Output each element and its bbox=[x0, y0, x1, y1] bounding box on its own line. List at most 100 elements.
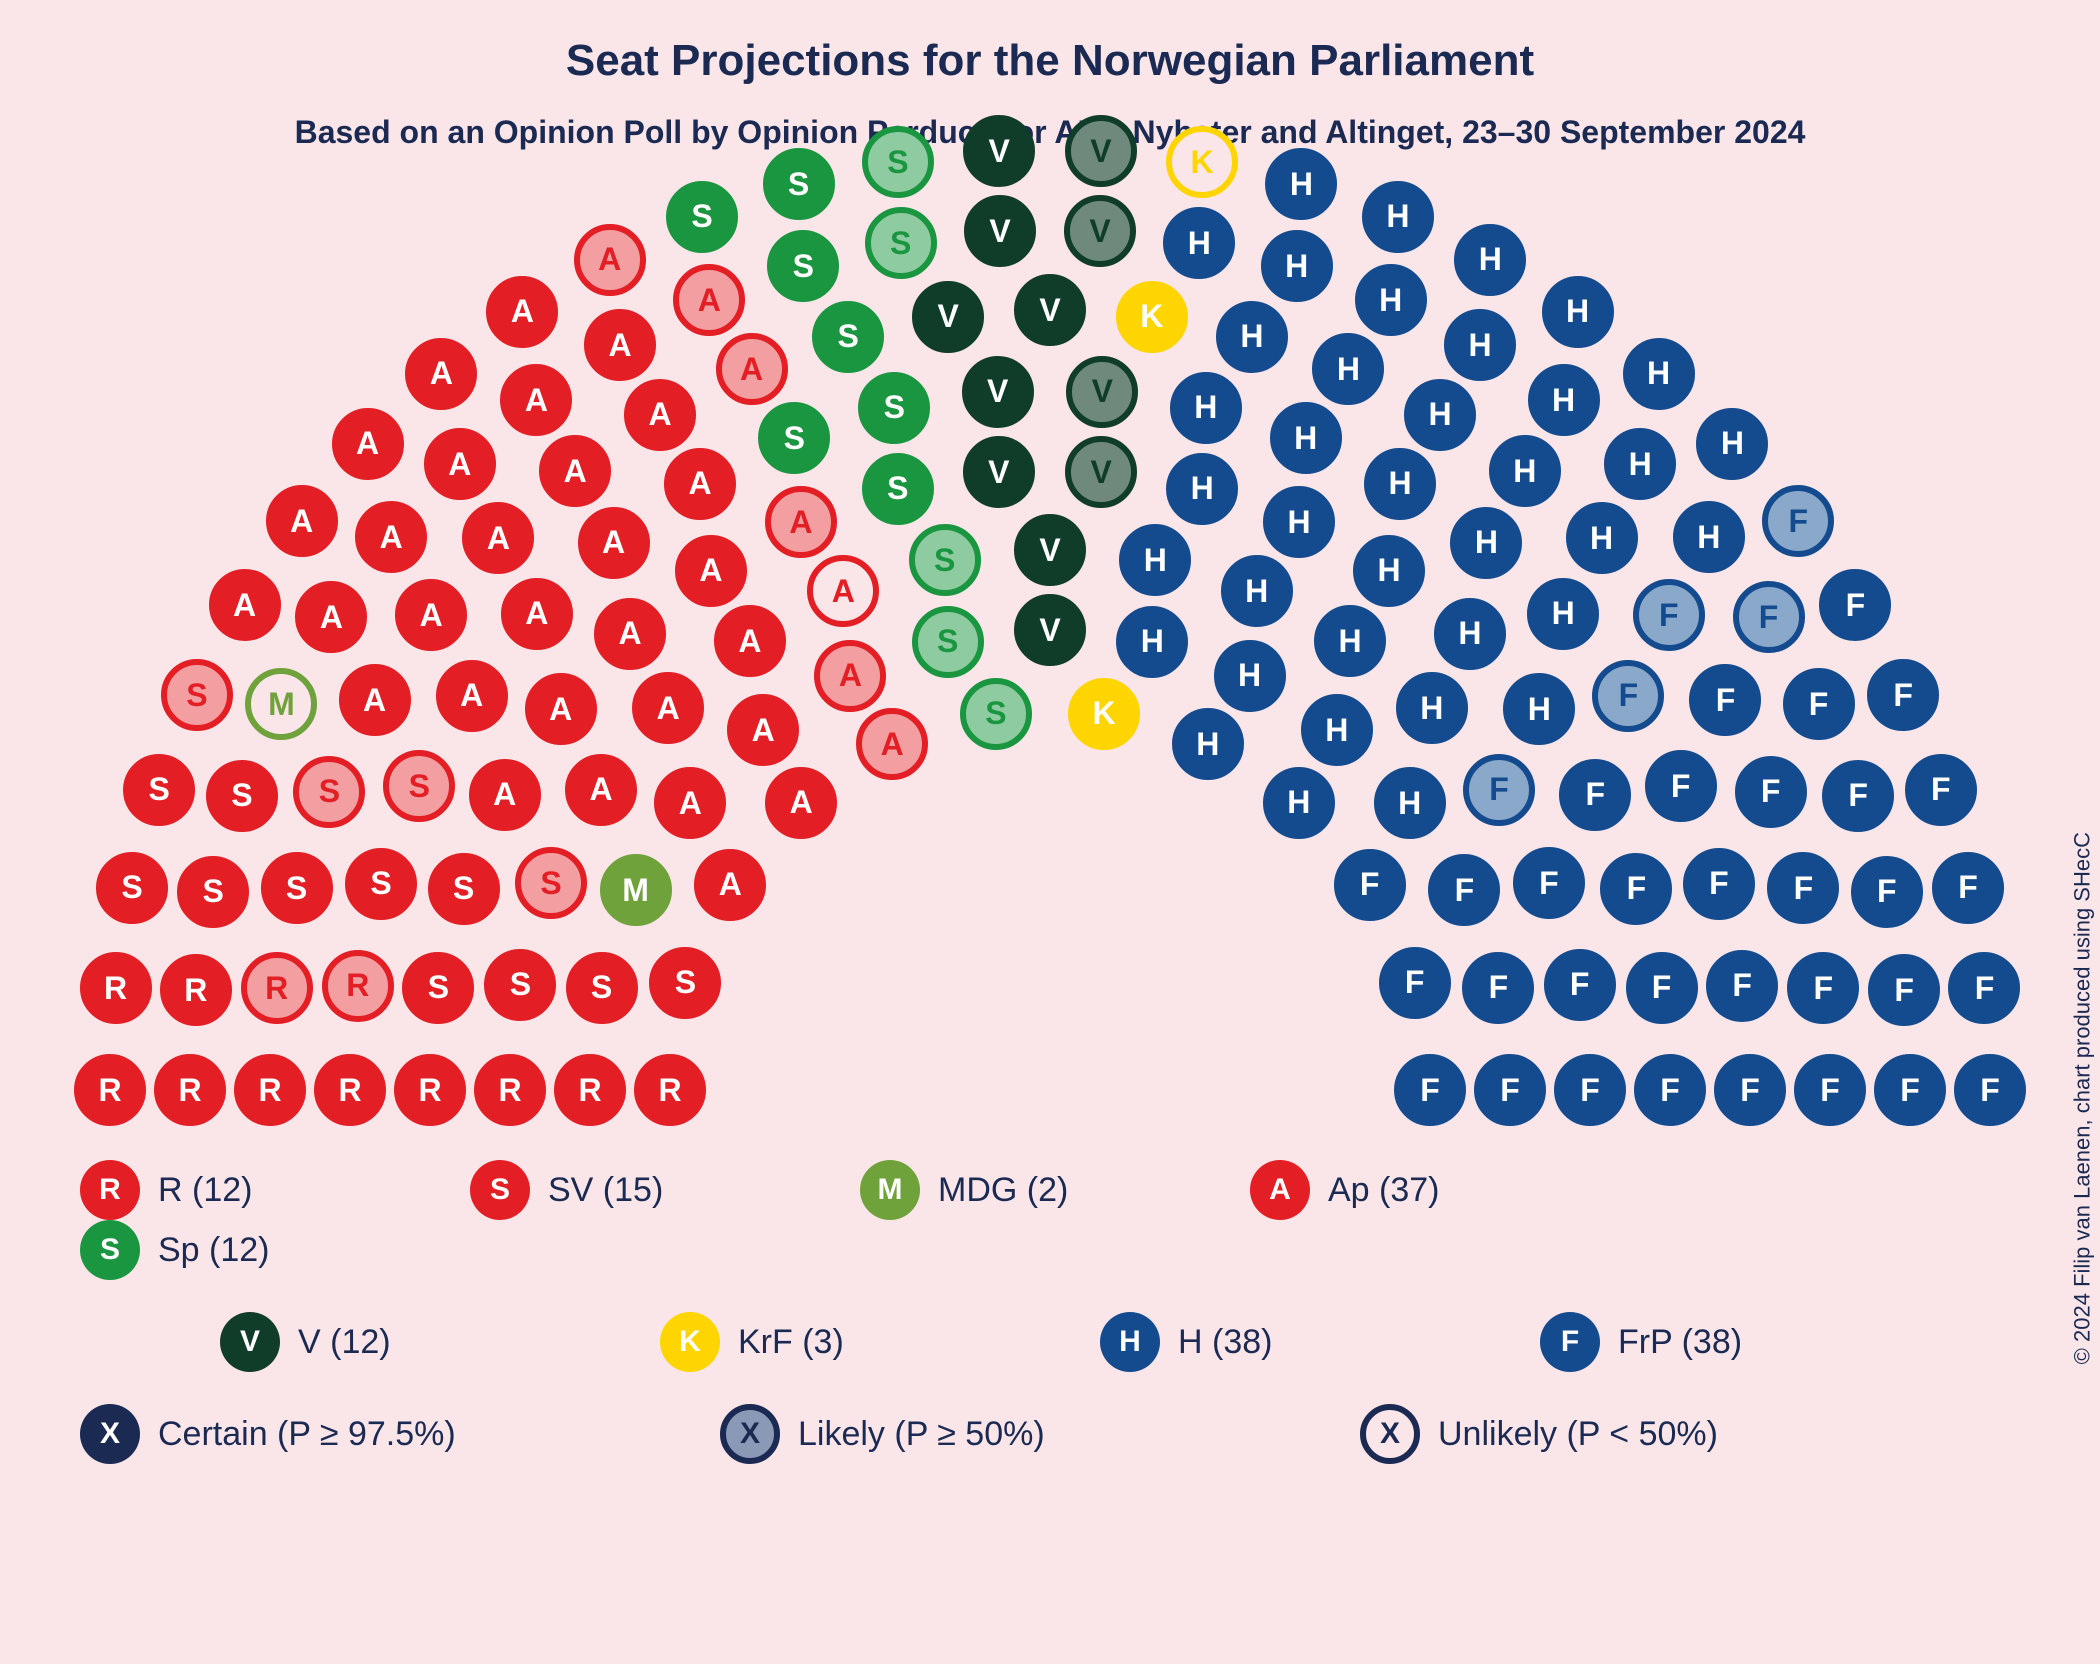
seat: F bbox=[1334, 849, 1406, 921]
seat: A bbox=[405, 338, 477, 410]
seat: F bbox=[1626, 952, 1698, 1024]
seat: A bbox=[664, 448, 736, 520]
legend-dot-icon: F bbox=[1540, 1312, 1600, 1372]
seat: V bbox=[963, 115, 1035, 187]
seat: H bbox=[1434, 598, 1506, 670]
seat: S bbox=[960, 678, 1032, 750]
seat: A bbox=[501, 578, 573, 650]
seat: F bbox=[1554, 1054, 1626, 1126]
seat: V bbox=[962, 356, 1034, 428]
seat: V bbox=[1014, 514, 1086, 586]
seat: K bbox=[1116, 281, 1188, 353]
legend-label: KrF (3) bbox=[738, 1323, 844, 1362]
seat: A bbox=[694, 849, 766, 921]
seat: F bbox=[1905, 754, 1977, 826]
legend-label: H (38) bbox=[1178, 1323, 1272, 1362]
seat: S bbox=[649, 947, 721, 1019]
seat: F bbox=[1794, 1054, 1866, 1126]
copyright-text: © 2024 Filip van Laenen, chart produced … bbox=[2069, 832, 2095, 1364]
seat: H bbox=[1454, 224, 1526, 296]
seat: A bbox=[266, 485, 338, 557]
seat: S bbox=[484, 949, 556, 1021]
seat: V bbox=[1066, 356, 1138, 428]
seat: F bbox=[1767, 852, 1839, 924]
seat: S bbox=[161, 659, 233, 731]
seat: F bbox=[1819, 569, 1891, 641]
seat: A bbox=[807, 555, 879, 627]
seat: S bbox=[123, 754, 195, 826]
seat: V bbox=[1014, 594, 1086, 666]
seat: S bbox=[177, 856, 249, 928]
chart-title: Seat Projections for the Norwegian Parli… bbox=[0, 0, 2100, 86]
legend: RR (12)SSV (15)MMDG (2)AAp (37)SSp (12) … bbox=[80, 1160, 2020, 1496]
seat: H bbox=[1696, 408, 1768, 480]
seat: A bbox=[714, 605, 786, 677]
legend-party-MDG: MMDG (2) bbox=[860, 1160, 1230, 1220]
seat: A bbox=[339, 664, 411, 736]
seat: S bbox=[428, 853, 500, 925]
seat: F bbox=[1714, 1054, 1786, 1126]
seat: H bbox=[1404, 379, 1476, 451]
seat: V bbox=[964, 195, 1036, 267]
seat: A bbox=[424, 428, 496, 500]
seat: F bbox=[1645, 750, 1717, 822]
seat: F bbox=[1735, 756, 1807, 828]
seat: A bbox=[594, 598, 666, 670]
seat: A bbox=[565, 754, 637, 826]
seat: H bbox=[1263, 767, 1335, 839]
seat: F bbox=[1379, 947, 1451, 1019]
seat: S bbox=[758, 402, 830, 474]
seat: H bbox=[1362, 181, 1434, 253]
seat: H bbox=[1261, 230, 1333, 302]
seat: V bbox=[912, 281, 984, 353]
seat: A bbox=[673, 264, 745, 336]
seat: S bbox=[345, 848, 417, 920]
seat: K bbox=[1068, 678, 1140, 750]
seat: V bbox=[963, 436, 1035, 508]
seat: H bbox=[1214, 640, 1286, 712]
seat: F bbox=[1787, 952, 1859, 1024]
seat: R bbox=[394, 1054, 466, 1126]
legend-party-Ap: AAp (37) bbox=[1250, 1160, 1620, 1220]
legend-label: SV (15) bbox=[548, 1171, 663, 1210]
seat: S bbox=[666, 181, 738, 253]
seat: S bbox=[515, 847, 587, 919]
seat: F bbox=[1600, 853, 1672, 925]
seat: A bbox=[209, 569, 281, 641]
seat: A bbox=[765, 486, 837, 558]
seat: A bbox=[584, 309, 656, 381]
seat: A bbox=[525, 673, 597, 745]
legend-certainty-unlikely: XUnlikely (P < 50%) bbox=[1360, 1404, 1980, 1464]
seat: F bbox=[1932, 852, 2004, 924]
legend-dot-icon: V bbox=[220, 1312, 280, 1372]
seat: F bbox=[1683, 848, 1755, 920]
seat: A bbox=[727, 694, 799, 766]
seat: S bbox=[402, 952, 474, 1024]
seat: F bbox=[1463, 754, 1535, 826]
seat: S bbox=[862, 126, 934, 198]
legend-party-FrP: FFrP (38) bbox=[1540, 1312, 1960, 1372]
seat: F bbox=[1592, 660, 1664, 732]
seat: R bbox=[80, 952, 152, 1024]
seat: A bbox=[578, 507, 650, 579]
seat: F bbox=[1867, 659, 1939, 731]
seat: S bbox=[261, 852, 333, 924]
seat: H bbox=[1216, 301, 1288, 373]
seat: A bbox=[856, 708, 928, 780]
seat: H bbox=[1355, 264, 1427, 336]
seat: V bbox=[1014, 274, 1086, 346]
legend-dot-icon: M bbox=[860, 1160, 920, 1220]
seat: F bbox=[1689, 664, 1761, 736]
seat: H bbox=[1542, 276, 1614, 348]
legend-label: Sp (12) bbox=[158, 1231, 270, 1270]
seat: A bbox=[814, 640, 886, 712]
seat: F bbox=[1954, 1054, 2026, 1126]
seat: F bbox=[1634, 1054, 1706, 1126]
seat: K bbox=[1166, 126, 1238, 198]
seat: A bbox=[295, 581, 367, 653]
seat: H bbox=[1116, 606, 1188, 678]
legend-label: R (12) bbox=[158, 1171, 252, 1210]
seat: A bbox=[716, 333, 788, 405]
seat: A bbox=[765, 767, 837, 839]
seat: H bbox=[1604, 428, 1676, 500]
